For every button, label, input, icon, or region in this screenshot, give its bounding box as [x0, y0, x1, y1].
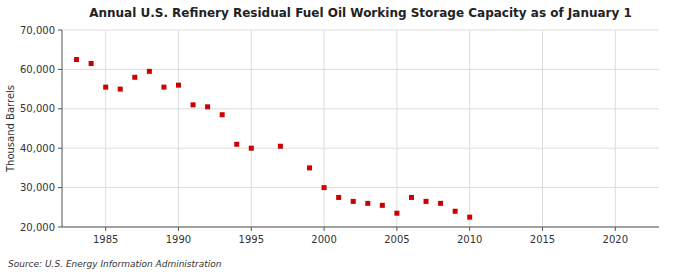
x-grid-line — [251, 30, 252, 227]
point — [365, 201, 370, 206]
point — [220, 112, 225, 117]
y-tick-label: 70,000 — [20, 25, 55, 36]
point — [147, 69, 152, 74]
point — [89, 61, 94, 66]
y-tick — [58, 69, 62, 70]
point — [380, 203, 385, 208]
point — [249, 146, 254, 151]
x-tick — [615, 227, 616, 231]
point — [467, 215, 472, 220]
x-grid-line — [469, 30, 470, 227]
y-tick — [58, 187, 62, 188]
x-tick-label: 2005 — [384, 234, 409, 245]
x-tick — [542, 227, 543, 231]
point — [74, 57, 79, 62]
x-grid-line — [324, 30, 325, 227]
x-tick — [469, 227, 470, 231]
y-grid-line — [62, 227, 659, 228]
x-tick — [396, 227, 397, 231]
point — [205, 104, 210, 109]
point — [336, 195, 341, 200]
y-axis-line — [62, 30, 63, 227]
point — [132, 75, 137, 80]
x-tick-label: 2000 — [311, 234, 336, 245]
point — [278, 144, 283, 149]
y-tick — [58, 30, 62, 31]
x-tick-label: 2020 — [603, 234, 628, 245]
points — [74, 57, 472, 220]
point — [453, 209, 458, 214]
x-tick-label: 2010 — [457, 234, 482, 245]
x-tick-label: 2015 — [530, 234, 555, 245]
x-tick — [178, 227, 179, 231]
point — [424, 199, 429, 204]
y-grid-line — [62, 187, 659, 188]
chart-container: 20,000 30,000 40,000 50,000 60,000 70,000 1985… — [0, 0, 675, 275]
x-grid-line — [542, 30, 543, 227]
point — [176, 83, 181, 88]
y-tick — [58, 227, 62, 228]
x-tick-label: 1990 — [166, 234, 191, 245]
y-tick — [58, 108, 62, 109]
y-grid-line — [62, 148, 659, 149]
x-grid-line — [615, 30, 616, 227]
x-tick — [251, 227, 252, 231]
point — [409, 195, 414, 200]
y-tick-label: 20,000 — [20, 222, 55, 233]
y-tick — [58, 148, 62, 149]
title: Annual U.S. Refinery Residual Fuel Oil W… — [89, 6, 632, 20]
point — [118, 87, 123, 92]
y-tick-label: 30,000 — [20, 182, 55, 193]
y-tick-label: 50,000 — [20, 103, 55, 114]
y-grid-line — [62, 30, 659, 31]
point — [234, 142, 239, 147]
axes: 20,000 30,000 40,000 50,000 60,000 70,000 1985… — [20, 25, 628, 246]
x-axis-line — [62, 227, 659, 228]
y-axis-label: Thousand Barrels — [5, 85, 16, 173]
x-grid-line — [178, 30, 179, 227]
point — [351, 199, 356, 204]
x-tick-label: 1985 — [93, 234, 118, 245]
x-tick — [324, 227, 325, 231]
y-tick-label: 60,000 — [20, 64, 55, 75]
point — [322, 185, 327, 190]
chart: 20,000 30,000 40,000 50,000 60,000 70,000 1985… — [0, 0, 675, 275]
point — [103, 85, 108, 90]
x-tick — [105, 227, 106, 231]
point — [161, 85, 166, 90]
point — [394, 211, 399, 216]
x-grid-line — [105, 30, 106, 227]
point — [307, 165, 312, 170]
x-tick-label: 1995 — [239, 234, 264, 245]
y-tick-label: 40,000 — [20, 143, 55, 154]
x-grid-line — [396, 30, 397, 227]
point — [438, 201, 443, 206]
point — [191, 102, 196, 107]
y-grid-line — [62, 108, 659, 109]
grid — [62, 30, 659, 227]
source-note: Source: U.S. Energy Information Administ… — [8, 259, 222, 269]
